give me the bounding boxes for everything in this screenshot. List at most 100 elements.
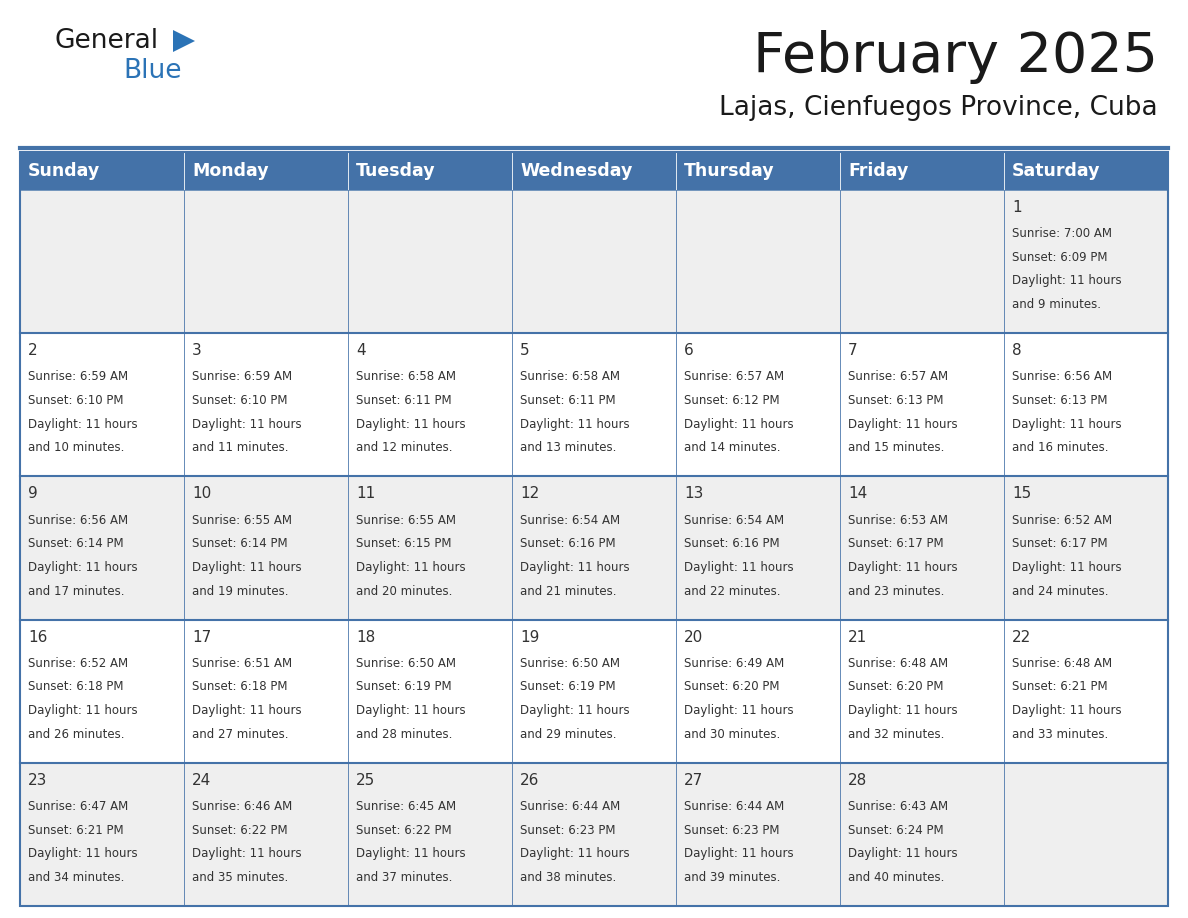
Text: and 27 minutes.: and 27 minutes. [192, 728, 289, 741]
Text: 24: 24 [192, 773, 211, 788]
Text: and 30 minutes.: and 30 minutes. [684, 728, 781, 741]
Text: and 38 minutes.: and 38 minutes. [520, 871, 617, 884]
Bar [512, 333, 676, 476]
Text: 12: 12 [520, 487, 539, 501]
Text: Sunset: 6:21 PM: Sunset: 6:21 PM [1012, 680, 1108, 693]
Text: Sunrise: 6:55 AM: Sunrise: 6:55 AM [192, 514, 292, 527]
Text: Sunset: 6:23 PM: Sunset: 6:23 PM [520, 823, 615, 836]
Bar [512, 152, 676, 190]
Text: Sunset: 6:19 PM: Sunset: 6:19 PM [356, 680, 451, 693]
Text: 19: 19 [520, 630, 539, 644]
Text: Daylight: 11 hours: Daylight: 11 hours [192, 704, 302, 717]
Text: Daylight: 11 hours: Daylight: 11 hours [520, 847, 630, 860]
Bar [840, 333, 1004, 476]
Bar [676, 763, 840, 906]
Bar [840, 763, 1004, 906]
Text: Sunset: 6:18 PM: Sunset: 6:18 PM [192, 680, 287, 693]
Text: and 22 minutes.: and 22 minutes. [684, 585, 781, 598]
Text: and 39 minutes.: and 39 minutes. [684, 871, 781, 884]
Text: Sunrise: 6:56 AM: Sunrise: 6:56 AM [1012, 371, 1112, 384]
Bar [1004, 620, 1168, 763]
Text: 18: 18 [356, 630, 375, 644]
Text: Daylight: 11 hours: Daylight: 11 hours [356, 561, 466, 574]
Text: and 9 minutes.: and 9 minutes. [1012, 298, 1101, 311]
Bar [512, 620, 676, 763]
Bar [1004, 333, 1168, 476]
Bar [1004, 763, 1168, 906]
Bar [184, 152, 348, 190]
Text: Sunset: 6:17 PM: Sunset: 6:17 PM [848, 537, 943, 550]
Polygon shape [173, 30, 195, 52]
Bar [184, 190, 348, 333]
Text: 13: 13 [684, 487, 703, 501]
Bar [20, 152, 184, 190]
Text: 1: 1 [1012, 200, 1022, 215]
Bar [1004, 476, 1168, 620]
Text: and 11 minutes.: and 11 minutes. [192, 442, 289, 454]
Text: Daylight: 11 hours: Daylight: 11 hours [1012, 704, 1121, 717]
Bar [348, 190, 512, 333]
Text: Daylight: 11 hours: Daylight: 11 hours [29, 847, 138, 860]
Text: Sunrise: 6:55 AM: Sunrise: 6:55 AM [356, 514, 456, 527]
Text: and 33 minutes.: and 33 minutes. [1012, 728, 1108, 741]
Text: and 23 minutes.: and 23 minutes. [848, 585, 944, 598]
Text: Tuesday: Tuesday [356, 162, 436, 180]
Text: Blue: Blue [124, 58, 182, 84]
Bar [1004, 152, 1168, 190]
Bar [840, 476, 1004, 620]
Text: and 10 minutes.: and 10 minutes. [29, 442, 125, 454]
Text: Sunset: 6:15 PM: Sunset: 6:15 PM [356, 537, 451, 550]
Bar [184, 620, 348, 763]
Text: Sunrise: 6:50 AM: Sunrise: 6:50 AM [356, 657, 456, 670]
Text: Sunrise: 6:56 AM: Sunrise: 6:56 AM [29, 514, 128, 527]
Text: Sunset: 6:19 PM: Sunset: 6:19 PM [520, 680, 615, 693]
Bar [348, 620, 512, 763]
Text: Sunrise: 6:43 AM: Sunrise: 6:43 AM [848, 800, 948, 813]
Text: Sunday: Sunday [29, 162, 101, 180]
Text: Sunset: 6:14 PM: Sunset: 6:14 PM [29, 537, 124, 550]
Text: February 2025: February 2025 [753, 30, 1158, 84]
Text: Sunrise: 6:47 AM: Sunrise: 6:47 AM [29, 800, 128, 813]
Text: Sunrise: 6:59 AM: Sunrise: 6:59 AM [192, 371, 292, 384]
Bar [20, 333, 184, 476]
Text: and 14 minutes.: and 14 minutes. [684, 442, 781, 454]
Text: 20: 20 [684, 630, 703, 644]
Text: Daylight: 11 hours: Daylight: 11 hours [192, 561, 302, 574]
Text: Sunset: 6:23 PM: Sunset: 6:23 PM [684, 823, 779, 836]
Text: Daylight: 11 hours: Daylight: 11 hours [520, 704, 630, 717]
Text: and 34 minutes.: and 34 minutes. [29, 871, 125, 884]
Bar [184, 763, 348, 906]
Bar [676, 620, 840, 763]
Text: Sunrise: 6:58 AM: Sunrise: 6:58 AM [520, 371, 620, 384]
Text: Sunset: 6:18 PM: Sunset: 6:18 PM [29, 680, 124, 693]
Text: Sunset: 6:12 PM: Sunset: 6:12 PM [684, 394, 779, 407]
Text: Friday: Friday [848, 162, 909, 180]
Text: Sunset: 6:16 PM: Sunset: 6:16 PM [520, 537, 615, 550]
Text: Daylight: 11 hours: Daylight: 11 hours [1012, 561, 1121, 574]
Bar [512, 190, 676, 333]
Text: 16: 16 [29, 630, 48, 644]
Text: Sunset: 6:13 PM: Sunset: 6:13 PM [1012, 394, 1107, 407]
Text: and 15 minutes.: and 15 minutes. [848, 442, 944, 454]
Text: Saturday: Saturday [1012, 162, 1101, 180]
Text: Daylight: 11 hours: Daylight: 11 hours [684, 847, 794, 860]
Text: 28: 28 [848, 773, 867, 788]
Text: and 26 minutes.: and 26 minutes. [29, 728, 125, 741]
Text: Wednesday: Wednesday [520, 162, 632, 180]
Text: General: General [55, 28, 159, 54]
Text: 25: 25 [356, 773, 375, 788]
Text: Sunrise: 6:54 AM: Sunrise: 6:54 AM [684, 514, 784, 527]
Text: Daylight: 11 hours: Daylight: 11 hours [684, 561, 794, 574]
Text: 11: 11 [356, 487, 375, 501]
Text: Sunrise: 6:51 AM: Sunrise: 6:51 AM [192, 657, 292, 670]
Text: Sunrise: 6:44 AM: Sunrise: 6:44 AM [684, 800, 784, 813]
Text: Daylight: 11 hours: Daylight: 11 hours [356, 418, 466, 431]
Text: Daylight: 11 hours: Daylight: 11 hours [192, 418, 302, 431]
Text: Sunset: 6:24 PM: Sunset: 6:24 PM [848, 823, 943, 836]
Text: Sunrise: 6:54 AM: Sunrise: 6:54 AM [520, 514, 620, 527]
Text: 8: 8 [1012, 343, 1022, 358]
Text: 6: 6 [684, 343, 694, 358]
Text: 7: 7 [848, 343, 858, 358]
Text: Daylight: 11 hours: Daylight: 11 hours [192, 847, 302, 860]
Text: Daylight: 11 hours: Daylight: 11 hours [356, 704, 466, 717]
